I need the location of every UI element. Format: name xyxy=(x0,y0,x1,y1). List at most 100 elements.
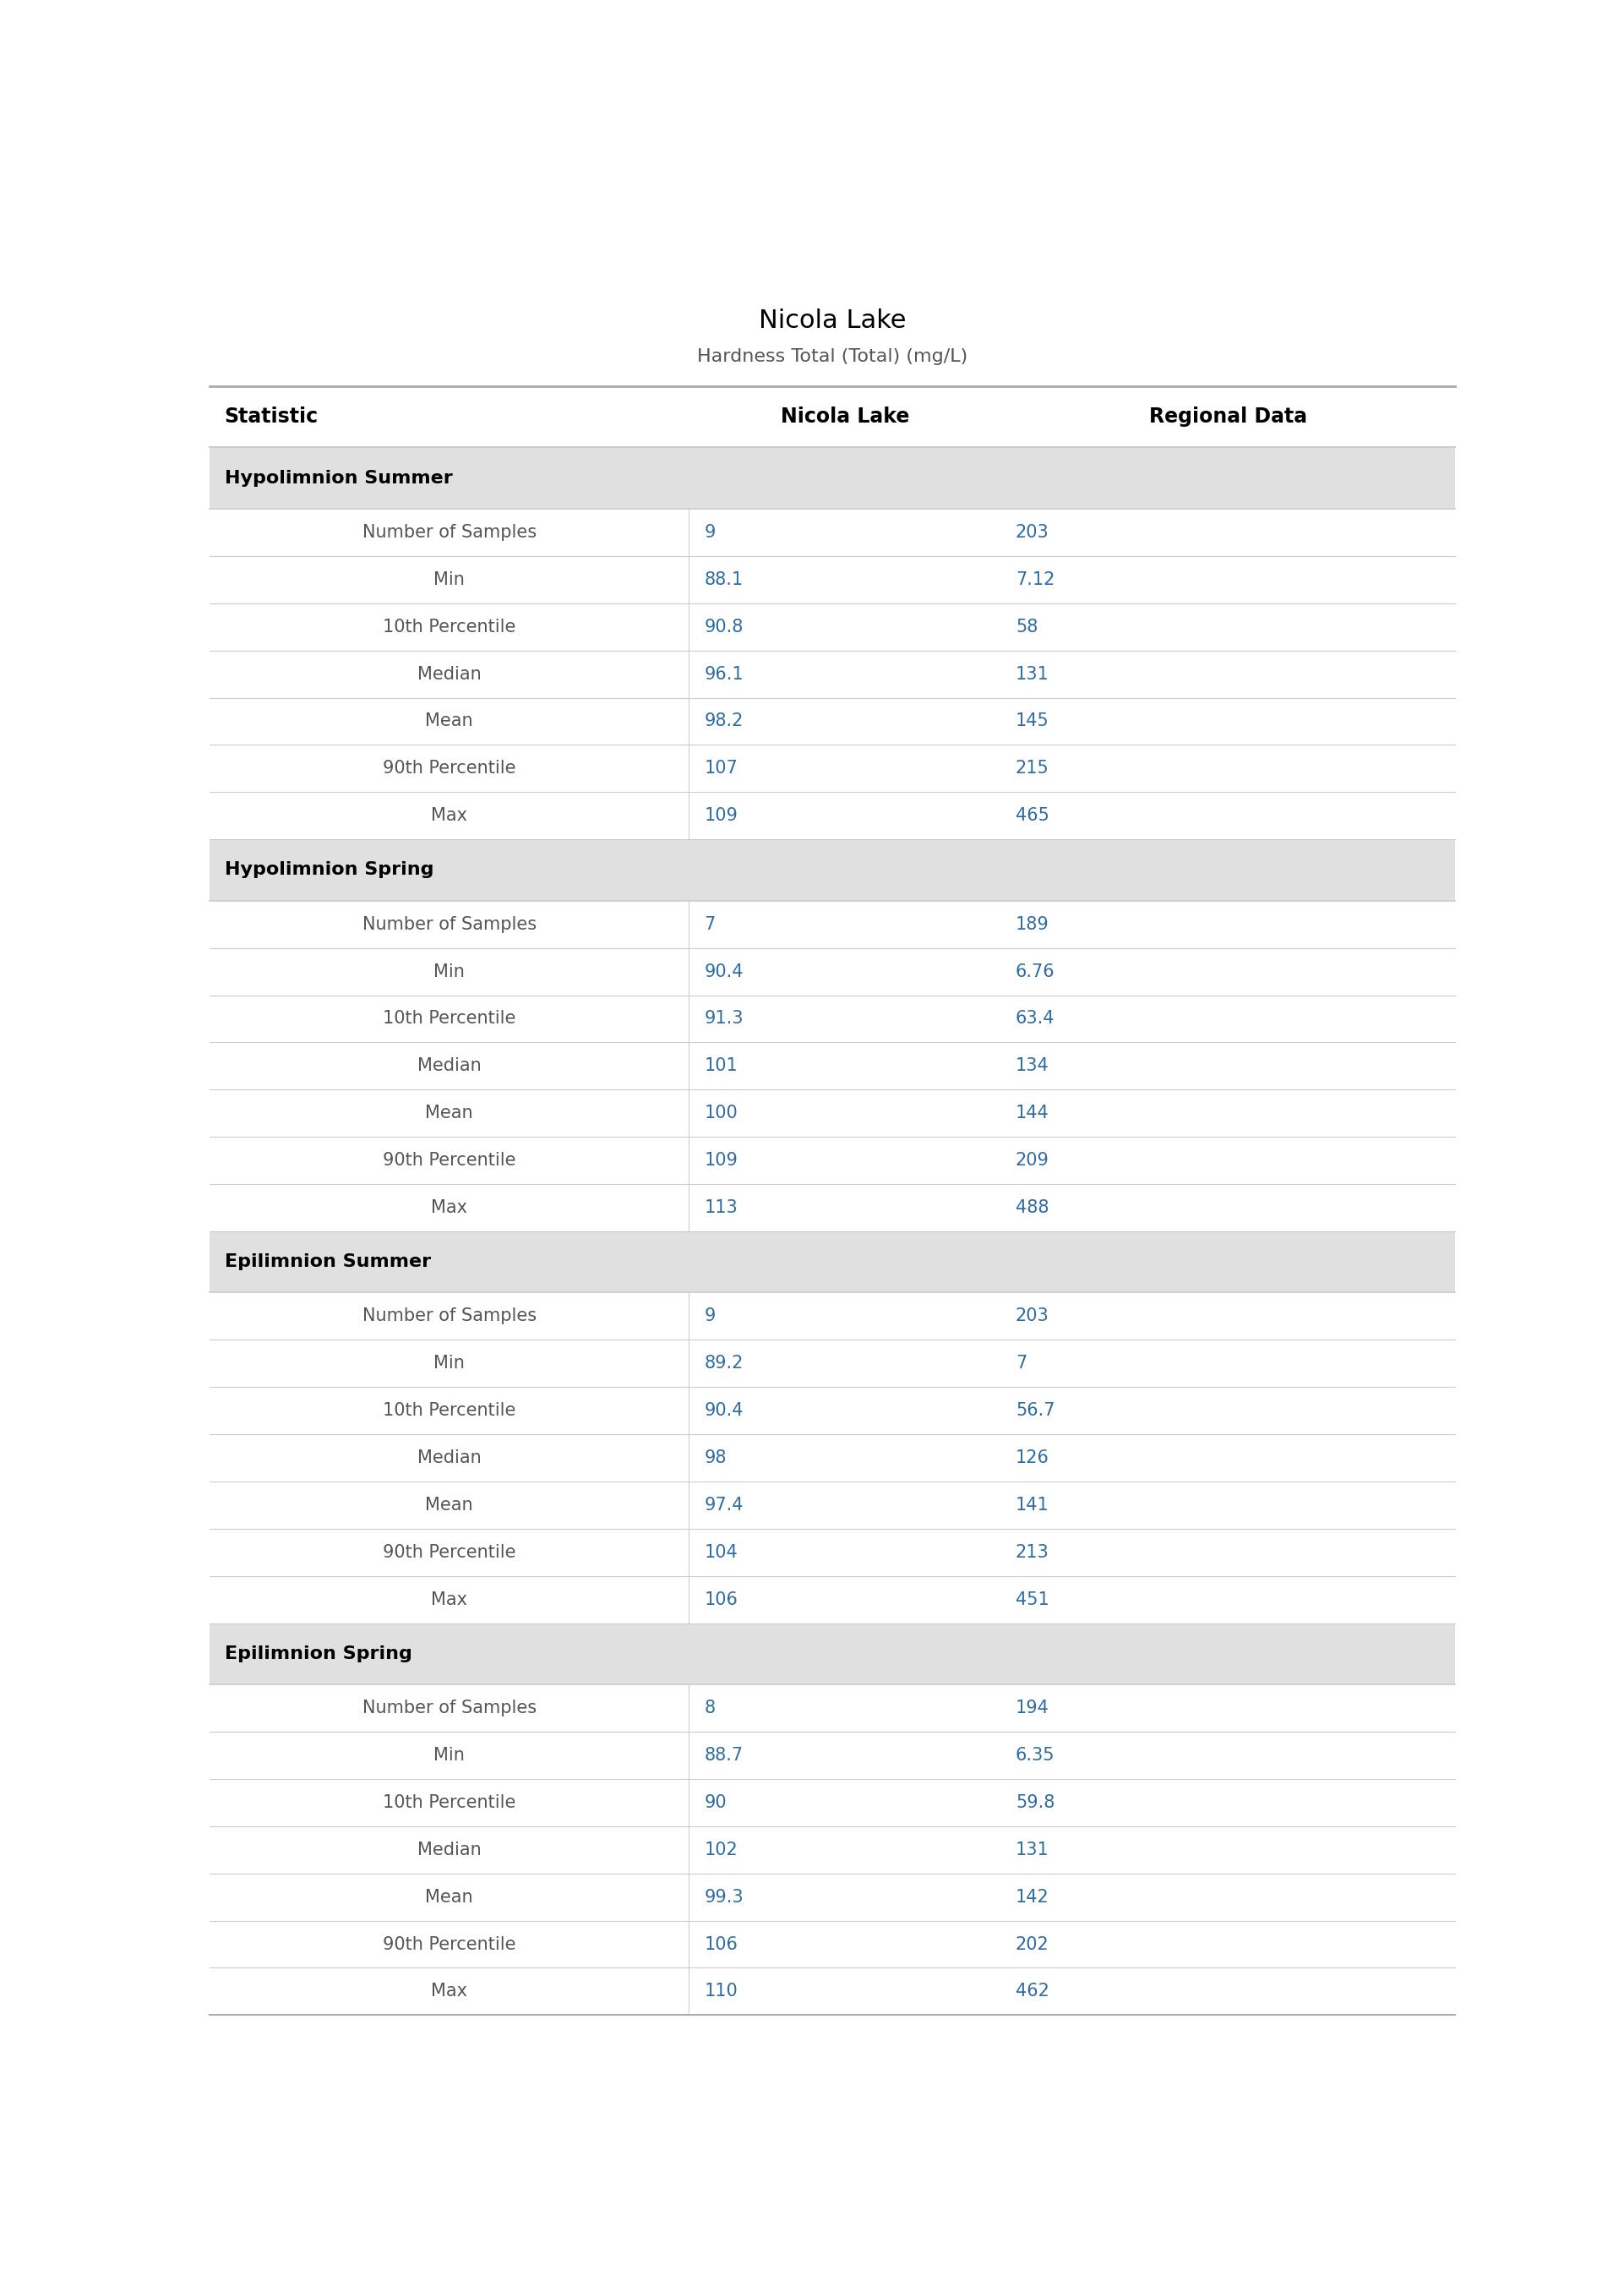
Text: 7.12: 7.12 xyxy=(1015,572,1056,588)
Bar xyxy=(209,1623,1455,1684)
Text: 90.8: 90.8 xyxy=(705,617,744,636)
Bar xyxy=(209,745,1455,792)
Text: 144: 144 xyxy=(1015,1105,1049,1121)
Bar xyxy=(209,1292,1455,1339)
Text: Mean: Mean xyxy=(425,1496,473,1514)
Text: Min: Min xyxy=(434,962,464,981)
Text: 91.3: 91.3 xyxy=(705,1010,744,1028)
Text: 109: 109 xyxy=(705,1151,737,1169)
Text: 6.35: 6.35 xyxy=(1015,1748,1056,1764)
Text: Nicola Lake: Nicola Lake xyxy=(758,309,906,334)
Text: 488: 488 xyxy=(1015,1199,1049,1217)
Text: 109: 109 xyxy=(705,808,737,824)
Text: Max: Max xyxy=(430,1984,468,2000)
Text: Min: Min xyxy=(434,572,464,588)
Text: 58: 58 xyxy=(1015,617,1038,636)
Text: 462: 462 xyxy=(1015,1984,1049,2000)
Bar xyxy=(209,1339,1455,1387)
Bar xyxy=(209,1482,1455,1528)
Bar xyxy=(209,840,1455,901)
Text: 101: 101 xyxy=(705,1058,737,1074)
Bar xyxy=(209,604,1455,651)
Text: Median: Median xyxy=(417,1058,481,1074)
Bar xyxy=(209,556,1455,604)
Bar xyxy=(209,1684,1455,1732)
Bar xyxy=(209,1230,1455,1292)
Text: Median: Median xyxy=(417,665,481,683)
Bar xyxy=(209,386,1455,447)
Text: Max: Max xyxy=(430,808,468,824)
Text: Median: Median xyxy=(417,1451,481,1466)
Bar xyxy=(209,1185,1455,1230)
Text: 107: 107 xyxy=(705,760,737,776)
Text: 88.7: 88.7 xyxy=(705,1748,744,1764)
Bar xyxy=(209,1435,1455,1482)
Text: 96.1: 96.1 xyxy=(705,665,744,683)
Bar xyxy=(209,508,1455,556)
Text: 90th Percentile: 90th Percentile xyxy=(383,1151,516,1169)
Text: Regional Data: Regional Data xyxy=(1148,406,1307,427)
Text: 88.1: 88.1 xyxy=(705,572,744,588)
Text: 63.4: 63.4 xyxy=(1015,1010,1056,1028)
Text: 203: 203 xyxy=(1015,524,1049,540)
Text: Nicola Lake: Nicola Lake xyxy=(781,406,909,427)
Text: 102: 102 xyxy=(705,1841,737,1859)
Text: 142: 142 xyxy=(1015,1889,1049,1905)
Text: 9: 9 xyxy=(705,524,716,540)
Text: 90th Percentile: 90th Percentile xyxy=(383,1936,516,1952)
Text: 106: 106 xyxy=(705,1936,737,1952)
Text: 215: 215 xyxy=(1015,760,1049,776)
Bar xyxy=(209,697,1455,745)
Text: 10th Percentile: 10th Percentile xyxy=(383,1010,516,1028)
Text: 194: 194 xyxy=(1015,1700,1049,1716)
Bar xyxy=(209,1732,1455,1780)
Text: Hypolimnion Spring: Hypolimnion Spring xyxy=(224,863,434,878)
Text: 56.7: 56.7 xyxy=(1015,1403,1056,1419)
Bar xyxy=(209,1042,1455,1090)
Bar xyxy=(209,1575,1455,1623)
Text: 100: 100 xyxy=(705,1105,737,1121)
Bar xyxy=(209,1825,1455,1873)
Text: 90.4: 90.4 xyxy=(705,962,744,981)
Bar xyxy=(209,792,1455,840)
Text: 8: 8 xyxy=(705,1700,715,1716)
Text: Number of Samples: Number of Samples xyxy=(362,524,536,540)
Text: Epilimnion Spring: Epilimnion Spring xyxy=(224,1646,412,1662)
Text: 10th Percentile: 10th Percentile xyxy=(383,1403,516,1419)
Text: 7: 7 xyxy=(1015,1355,1026,1371)
Text: 6.76: 6.76 xyxy=(1015,962,1056,981)
Text: 10th Percentile: 10th Percentile xyxy=(383,617,516,636)
Text: Max: Max xyxy=(430,1199,468,1217)
Text: 451: 451 xyxy=(1015,1591,1049,1607)
Bar xyxy=(209,651,1455,697)
Bar xyxy=(209,1873,1455,1920)
Bar xyxy=(209,1387,1455,1435)
Text: Min: Min xyxy=(434,1355,464,1371)
Text: 126: 126 xyxy=(1015,1451,1049,1466)
Bar xyxy=(209,1780,1455,1825)
Text: 203: 203 xyxy=(1015,1308,1049,1326)
Text: Mean: Mean xyxy=(425,1105,473,1121)
Text: 7: 7 xyxy=(705,915,715,933)
Text: 97.4: 97.4 xyxy=(705,1496,744,1514)
Text: Number of Samples: Number of Samples xyxy=(362,915,536,933)
Text: Epilimnion Summer: Epilimnion Summer xyxy=(224,1253,430,1271)
Text: 90th Percentile: 90th Percentile xyxy=(383,1544,516,1562)
Text: 134: 134 xyxy=(1015,1058,1049,1074)
Text: Number of Samples: Number of Samples xyxy=(362,1308,536,1326)
Bar xyxy=(209,1090,1455,1137)
Text: 110: 110 xyxy=(705,1984,737,2000)
Text: 213: 213 xyxy=(1015,1544,1049,1562)
Text: 141: 141 xyxy=(1015,1496,1049,1514)
Text: 106: 106 xyxy=(705,1591,737,1607)
Bar xyxy=(209,1920,1455,1968)
Text: 189: 189 xyxy=(1015,915,1049,933)
Text: 10th Percentile: 10th Percentile xyxy=(383,1793,516,1811)
Text: 145: 145 xyxy=(1015,713,1049,729)
Bar xyxy=(209,901,1455,949)
Bar xyxy=(209,1528,1455,1575)
Text: 90.4: 90.4 xyxy=(705,1403,744,1419)
Text: Statistic: Statistic xyxy=(224,406,318,427)
Bar xyxy=(209,447,1455,508)
Bar xyxy=(209,949,1455,994)
